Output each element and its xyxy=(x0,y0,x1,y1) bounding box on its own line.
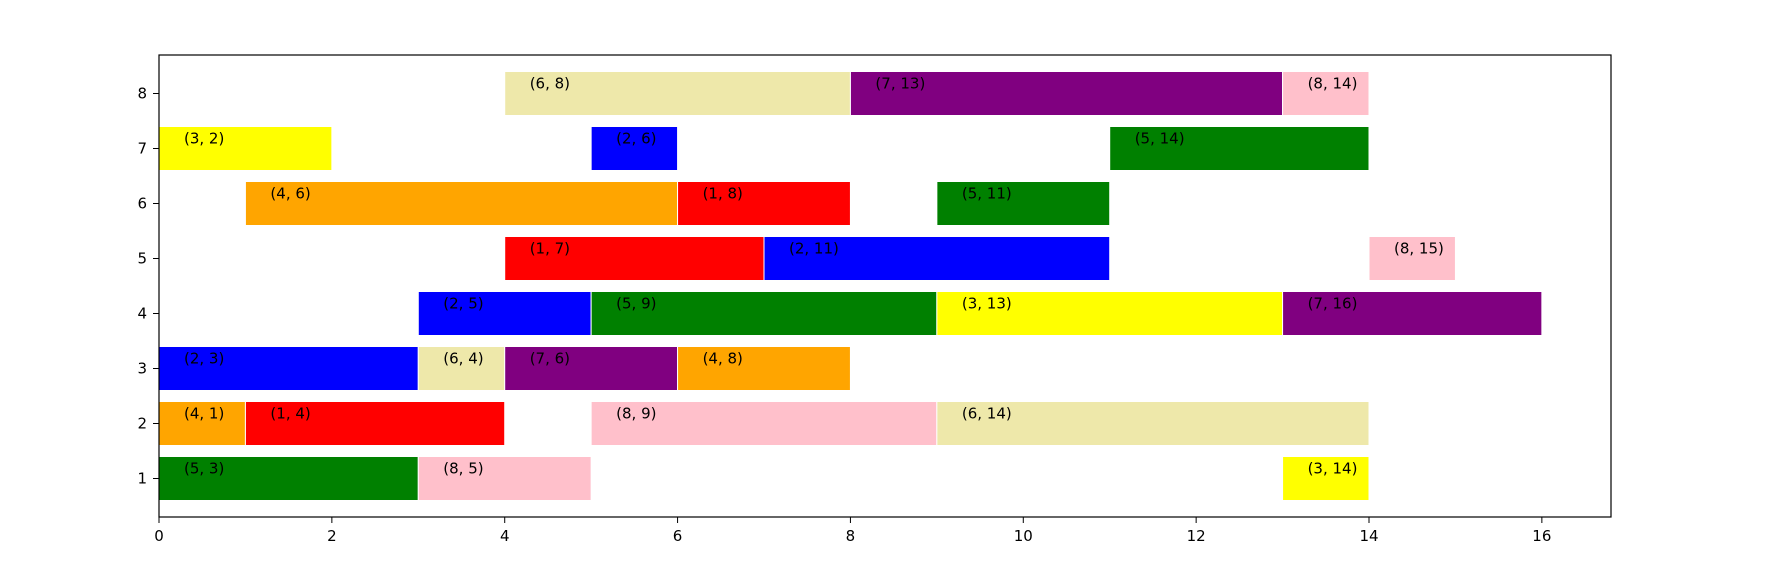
bar-label: (2, 5) xyxy=(443,295,483,313)
x-tick-label: 10 xyxy=(1014,527,1033,545)
plot-frame xyxy=(158,54,1612,518)
bar-labels-layer: (5, 3) (8, 5) (3, 14) (4, 1) (1, 4) (8, 9) (6,… xyxy=(184,75,1444,478)
y-tick-label: 4 xyxy=(137,305,147,323)
y-tick-label: 8 xyxy=(137,85,147,103)
bar-label: (2, 6) xyxy=(616,130,656,148)
bars-layer xyxy=(158,71,1543,501)
x-tick-label: 6 xyxy=(673,527,683,545)
x-tick-label: 12 xyxy=(1187,527,1206,545)
y-tick-label: 7 xyxy=(137,140,147,158)
bar-label: (5, 9) xyxy=(616,295,656,313)
bar-label: (5, 11) xyxy=(962,185,1012,203)
bar-6-9-11 xyxy=(936,181,1111,226)
bar-1-0-3 xyxy=(158,456,419,501)
bar-3-4-6 xyxy=(504,346,679,391)
bar-5-4-7 xyxy=(504,236,765,281)
bar-label: (3, 14) xyxy=(1308,460,1358,478)
bar-6-1-6 xyxy=(244,181,679,226)
y-tick-label: 3 xyxy=(137,360,147,378)
bar-label: (6, 8) xyxy=(530,75,570,93)
bar-label: (4, 6) xyxy=(270,185,310,203)
x-tick-label: 16 xyxy=(1532,527,1551,545)
bar-7-5-6 xyxy=(590,126,679,171)
bar-2-9-14 xyxy=(936,401,1370,446)
bar-7-0-2 xyxy=(158,126,333,171)
bar-1-3-5 xyxy=(417,456,592,501)
bar-label: (6, 4) xyxy=(443,350,483,368)
bar-label: (2, 3) xyxy=(184,350,224,368)
bar-8-8-13 xyxy=(849,71,1284,116)
bar-8-4-8 xyxy=(504,71,851,116)
x-tick-label: 2 xyxy=(327,527,337,545)
y-tick-label: 6 xyxy=(137,195,147,213)
bar-label: (8, 14) xyxy=(1308,75,1358,93)
bar-5-7-11 xyxy=(763,236,1111,281)
bar-label: (8, 9) xyxy=(616,405,656,423)
x-tick-label: 0 xyxy=(154,527,164,545)
bar-label: (8, 5) xyxy=(443,460,483,478)
bar-1-13-14 xyxy=(1282,456,1370,501)
bar-label: (1, 8) xyxy=(703,185,743,203)
bar-label: (8, 15) xyxy=(1394,240,1444,258)
bar-4-13-16 xyxy=(1282,291,1543,336)
bar-label: (2, 11) xyxy=(789,240,839,258)
bar-label: (7, 16) xyxy=(1308,295,1358,313)
bar-2-1-4 xyxy=(244,401,506,446)
x-tick-label: 4 xyxy=(500,527,510,545)
bar-2-5-9 xyxy=(590,401,938,446)
bar-7-11-14 xyxy=(1109,126,1370,171)
bar-label: (4, 1) xyxy=(184,405,224,423)
bar-5-14-15 xyxy=(1368,236,1456,281)
x-tick-label: 8 xyxy=(846,527,856,545)
y-tick-label: 5 xyxy=(137,250,147,268)
bar-label: (3, 13) xyxy=(962,295,1012,313)
bar-4-9-13 xyxy=(936,291,1284,336)
bar-label: (7, 13) xyxy=(875,75,925,93)
bar-label: (1, 4) xyxy=(270,405,310,423)
bar-label: (6, 14) xyxy=(962,405,1012,423)
y-tick-label: 1 xyxy=(137,470,147,488)
plot-area xyxy=(159,55,1611,517)
bar-label: (5, 14) xyxy=(1135,130,1185,148)
bar-6-6-8 xyxy=(677,181,851,226)
y-axis: 1 2 3 4 5 6 7 8 xyxy=(137,85,159,488)
bar-4-3-5 xyxy=(417,291,592,336)
bar-8-13-14 xyxy=(1282,71,1370,116)
x-axis: 0 2 4 6 8 10 12 14 16 xyxy=(154,517,1551,545)
x-tick-label: 14 xyxy=(1359,527,1378,545)
bar-3-6-8 xyxy=(677,346,851,391)
bar-label: (3, 2) xyxy=(184,130,224,148)
bar-label: (4, 8) xyxy=(703,350,743,368)
bar-4-5-9 xyxy=(590,291,938,336)
y-tick-label: 2 xyxy=(137,415,147,433)
bar-label: (1, 7) xyxy=(530,240,570,258)
bar-label: (7, 6) xyxy=(530,350,570,368)
bar-3-3-4 xyxy=(417,346,506,391)
bar-2-0-1 xyxy=(158,401,246,446)
bar-label: (5, 3) xyxy=(184,460,224,478)
